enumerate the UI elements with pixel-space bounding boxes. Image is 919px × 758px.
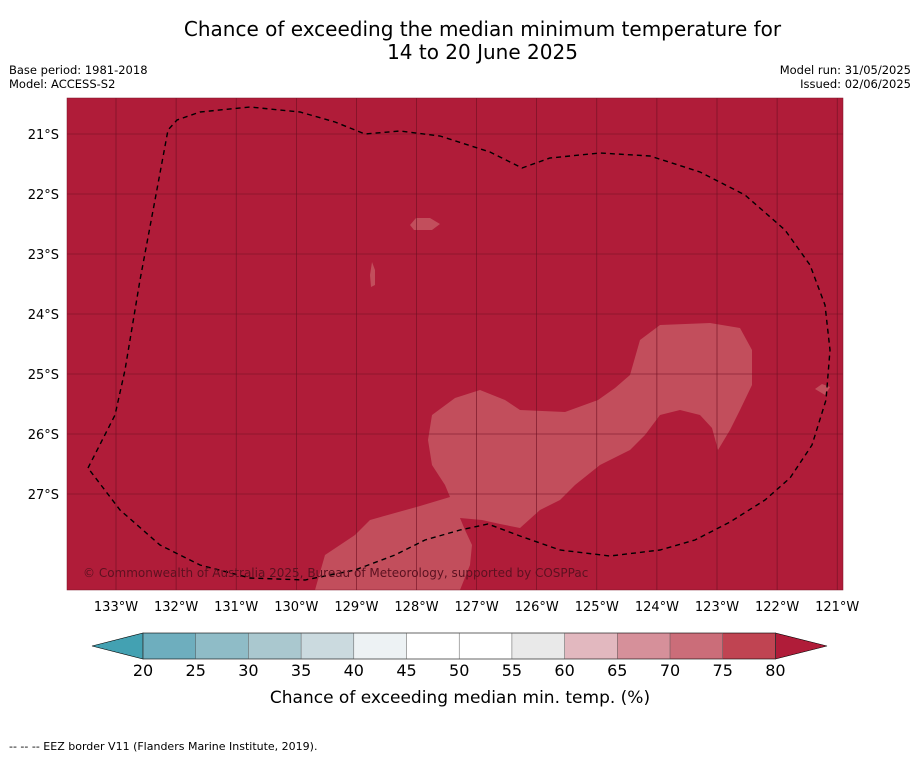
probability-zones bbox=[315, 218, 830, 590]
zone-small-patch-north bbox=[410, 218, 440, 230]
map-figure: © Commonwealth of Australia 2025, Bureau… bbox=[28, 97, 860, 708]
zone-70-75-percent bbox=[315, 323, 752, 590]
colorbar-segment bbox=[564, 633, 618, 659]
longitude-label: 129°W bbox=[334, 600, 378, 615]
longitude-label: 130°W bbox=[274, 600, 318, 615]
latitude-label: 24°S bbox=[28, 308, 59, 323]
colorbar-tick-label: 40 bbox=[344, 661, 364, 680]
latitude-label: 21°S bbox=[28, 128, 59, 143]
colorbar-segment bbox=[511, 633, 565, 659]
latitude-label: 23°S bbox=[28, 248, 59, 263]
colorbar-segment bbox=[617, 633, 670, 659]
longitude-label: 123°W bbox=[695, 600, 739, 615]
colorbar-tick-label: 30 bbox=[238, 661, 258, 680]
colorbar-tick-labels: 20 25 30 35 40 45 50 55 60 65 70 75 80 bbox=[133, 661, 786, 680]
title-line-2: 14 to 20 June 2025 bbox=[387, 40, 578, 64]
longitude-label: 124°W bbox=[635, 600, 679, 615]
colorbar-max-arrow bbox=[775, 632, 828, 660]
footer-note: -- -- -- EEZ border V11 (Flanders Marine… bbox=[9, 740, 318, 753]
colorbar-tick-label: 80 bbox=[765, 661, 785, 680]
model-run-text: Model run: 31/05/2025 bbox=[779, 63, 911, 77]
longitude-labels: 133°W 132°W 131°W 130°W 129°W 128°W 127°W 126°W… bbox=[94, 600, 860, 615]
colorbar-tick-label: 45 bbox=[396, 661, 416, 680]
longitude-label: 133°W bbox=[94, 600, 138, 615]
longitude-label: 122°W bbox=[755, 600, 799, 615]
metadata-left: Base period: 1981-2018 Model: ACCESS-S2 bbox=[9, 63, 148, 91]
colorbar-tick-label: 35 bbox=[291, 661, 311, 680]
base-period-text: Base period: 1981-2018 bbox=[9, 63, 148, 77]
title-line-1: Chance of exceeding the median minimum t… bbox=[183, 17, 782, 41]
metadata-right: Model run: 31/05/2025 Issued: 02/06/2025 bbox=[780, 63, 911, 91]
colorbar-segment bbox=[722, 633, 776, 659]
model-text: Model: ACCESS-S2 bbox=[9, 77, 116, 91]
latitude-label: 22°S bbox=[28, 188, 59, 203]
longitude-label: 127°W bbox=[455, 600, 499, 615]
chart-title: Chance of exceeding the median minimum t… bbox=[0, 18, 919, 64]
colorbar-segment bbox=[301, 633, 354, 659]
colorbar-tick-label: 70 bbox=[660, 661, 680, 680]
map-frame bbox=[66, 97, 844, 591]
colorbar-tick-label: 75 bbox=[713, 661, 733, 680]
colorbar-min-arrow bbox=[91, 632, 144, 660]
latitude-label: 26°S bbox=[28, 428, 59, 443]
longitude-label: 128°W bbox=[394, 600, 438, 615]
colorbar-tick-label: 50 bbox=[449, 661, 469, 680]
longitude-label: 126°W bbox=[515, 600, 559, 615]
colorbar-segment bbox=[670, 633, 723, 659]
copyright-notice: © Commonwealth of Australia 2025, Bureau… bbox=[83, 566, 588, 580]
colorbar-segment bbox=[353, 633, 407, 659]
colorbar-segment bbox=[248, 633, 302, 659]
colorbar-tick-label: 25 bbox=[186, 661, 206, 680]
colorbar-label: Chance of exceeding median min. temp. (%… bbox=[270, 688, 650, 708]
longitude-label: 125°W bbox=[575, 600, 619, 615]
colorbar-segment bbox=[459, 633, 512, 659]
issued-text: Issued: 02/06/2025 bbox=[800, 77, 911, 91]
zone-small-patch-mid bbox=[370, 262, 375, 287]
colorbar-segment bbox=[406, 633, 460, 659]
map-gridlines bbox=[67, 98, 843, 590]
eez-border bbox=[87, 106, 831, 581]
colorbar-segment bbox=[195, 633, 249, 659]
colorbar-tick-label: 65 bbox=[607, 661, 627, 680]
longitude-label: 132°W bbox=[154, 600, 198, 615]
colorbar-tick-label: 60 bbox=[554, 661, 574, 680]
latitude-label: 27°S bbox=[28, 488, 59, 503]
latitude-label: 25°S bbox=[28, 368, 59, 383]
colorbar-tick-label: 55 bbox=[502, 661, 522, 680]
latitude-labels: 21°S 22°S 23°S 24°S 25°S 26°S 27°S bbox=[28, 128, 59, 503]
longitude-label: 121°W bbox=[815, 600, 859, 615]
longitude-label: 131°W bbox=[214, 600, 258, 615]
colorbar-tick-label: 20 bbox=[133, 661, 153, 680]
colorbar-segment bbox=[143, 633, 196, 659]
colorbar bbox=[91, 632, 828, 660]
